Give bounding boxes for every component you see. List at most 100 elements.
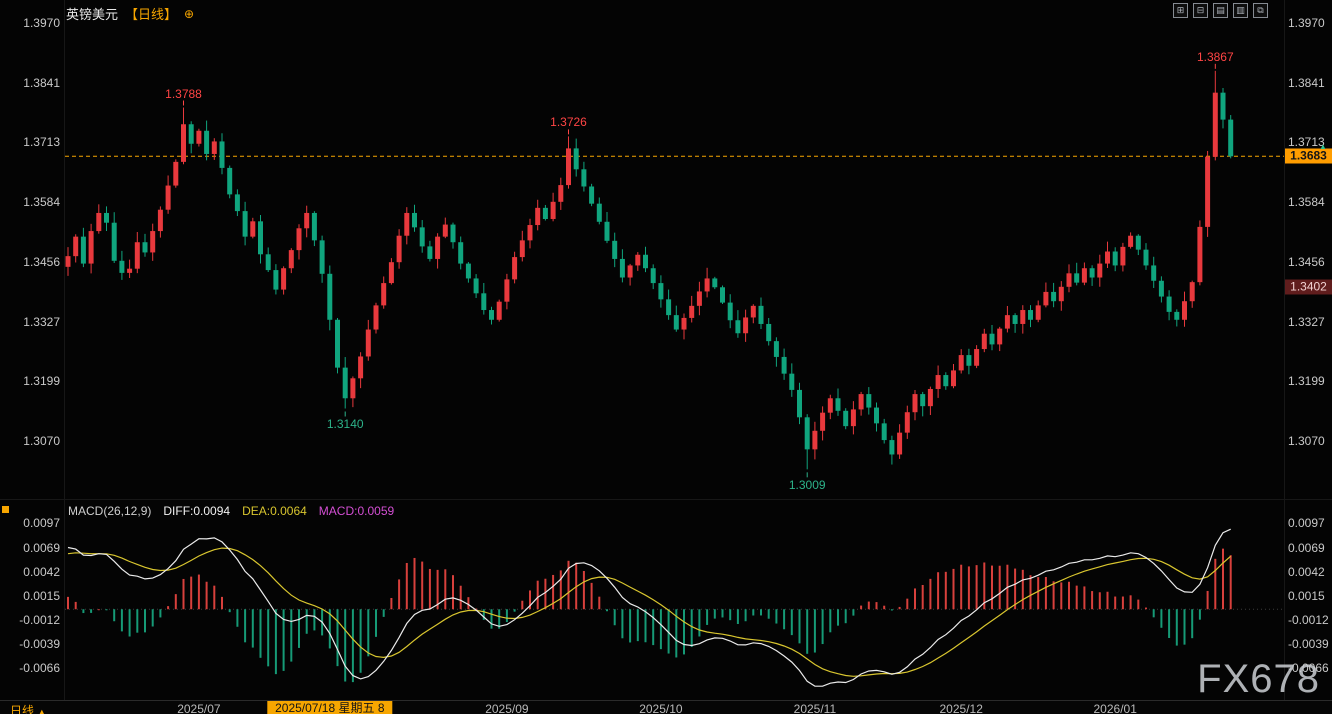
candle-body: [388, 262, 394, 284]
macd-macd-value: MACD:0.0059: [318, 504, 395, 518]
candle-body: [858, 394, 864, 410]
macd-bar: [367, 609, 370, 657]
macd-bar: [721, 609, 724, 618]
candle-body: [1212, 92, 1218, 157]
macd-bar: [790, 609, 793, 636]
candle-body: [943, 375, 949, 387]
candle-body: [127, 268, 133, 273]
timeline[interactable]: 日线 ▲ 2025/07/18 星期五 8 2025/07 2025/09 2025…: [0, 700, 1332, 714]
candle-body: [1058, 286, 1064, 302]
candle-style-icon[interactable]: ▤: [1213, 3, 1228, 18]
macd-bar: [921, 584, 924, 610]
symbol-name: 英镑美元: [66, 7, 119, 22]
macd-bar: [282, 609, 285, 671]
candle-body: [142, 242, 148, 253]
candle-body: [727, 302, 733, 321]
macd-bar: [760, 609, 762, 616]
candle-body: [412, 212, 417, 228]
pane-marker-icon[interactable]: [2, 506, 9, 513]
period-selector[interactable]: 日线 ▲: [10, 702, 46, 714]
macd-bar: [452, 575, 454, 610]
macd-bar: [336, 609, 339, 667]
macd-bar: [421, 561, 424, 610]
candle-body: [419, 227, 425, 247]
macd-bar: [382, 609, 385, 617]
macd-bar: [659, 609, 662, 650]
candle-body: [743, 317, 749, 334]
candle-body: [1197, 226, 1203, 283]
zoom-out-icon[interactable]: ⊟: [1193, 3, 1208, 18]
candle-body: [835, 398, 841, 411]
candle-body: [204, 130, 210, 154]
candle-body: [612, 240, 618, 259]
macd-axis-label: 0.0042: [1288, 564, 1325, 579]
macd-bar: [644, 609, 647, 643]
candle-body: [920, 394, 926, 407]
candle-body: [720, 287, 725, 303]
macd-axis-label: 0.0015: [23, 588, 60, 603]
candle-body: [897, 432, 903, 455]
candle-body: [404, 212, 410, 236]
candle-body: [789, 373, 795, 390]
macd-axis-label: 0.0069: [23, 540, 60, 555]
candle-body: [566, 148, 571, 186]
candle-body: [157, 209, 163, 232]
candle-body: [296, 228, 302, 251]
indicator-settings-icon[interactable]: ▥: [1233, 3, 1248, 18]
candle-body: [519, 240, 525, 258]
settings-icon[interactable]: ⊕: [184, 6, 195, 21]
candle-body: [596, 203, 602, 222]
candle-body: [1043, 291, 1049, 306]
macd-bar: [752, 609, 755, 616]
macd-bar: [1183, 609, 1186, 645]
candle-body: [1205, 156, 1211, 227]
macd-bar: [775, 609, 778, 624]
macd-bar: [1014, 568, 1017, 610]
price-axis-label: 1.3327: [23, 314, 60, 329]
zoom-in-icon[interactable]: ⊞: [1173, 3, 1188, 18]
candle-body: [1158, 280, 1164, 297]
fullscreen-icon[interactable]: ⧉: [1253, 3, 1268, 18]
candle-body: [758, 305, 764, 324]
selected-date-badge: 2025/07/18 星期五 8: [267, 701, 393, 714]
candle-body: [273, 270, 279, 290]
macd-bar: [636, 609, 639, 642]
candle-body: [1081, 268, 1087, 283]
macd-bar: [675, 609, 678, 658]
candle-body: [319, 240, 325, 274]
macd-bar: [1145, 607, 1147, 610]
candle-body: [73, 236, 79, 257]
candle-body: [1135, 235, 1141, 250]
price-axis-label: 1.3970: [23, 16, 60, 30]
macd-bar: [213, 585, 216, 610]
candle-body: [65, 256, 71, 267]
macd-bar: [436, 569, 439, 610]
candle-body: [627, 265, 633, 278]
candle-body: [311, 212, 317, 241]
candle-body: [227, 167, 233, 195]
macd-bar: [490, 609, 493, 629]
macd-bar: [74, 601, 77, 610]
candle-body: [573, 148, 579, 170]
macd-bar: [1068, 581, 1070, 610]
price-axis-label: 1.3584: [23, 195, 60, 210]
macd-axis-label: -0.0012: [1288, 612, 1329, 627]
candle-body: [365, 329, 371, 357]
candle-body: [704, 278, 710, 292]
candle-body: [1097, 263, 1103, 278]
macd-bar: [182, 578, 185, 610]
candle-body: [558, 185, 564, 202]
candle-body: [997, 328, 1003, 345]
macd-bar: [428, 568, 431, 610]
candle-body: [181, 124, 186, 162]
macd-bar: [1129, 595, 1132, 610]
price-axis-label: 1.3199: [23, 374, 60, 389]
macd-bar: [1198, 609, 1201, 620]
candle-body: [234, 194, 240, 212]
macd-bar: [1052, 581, 1055, 610]
macd-bar: [937, 572, 940, 610]
macd-bar: [844, 609, 847, 624]
macd-bar: [205, 581, 208, 610]
price-axis-label: 1.3456: [23, 254, 60, 269]
